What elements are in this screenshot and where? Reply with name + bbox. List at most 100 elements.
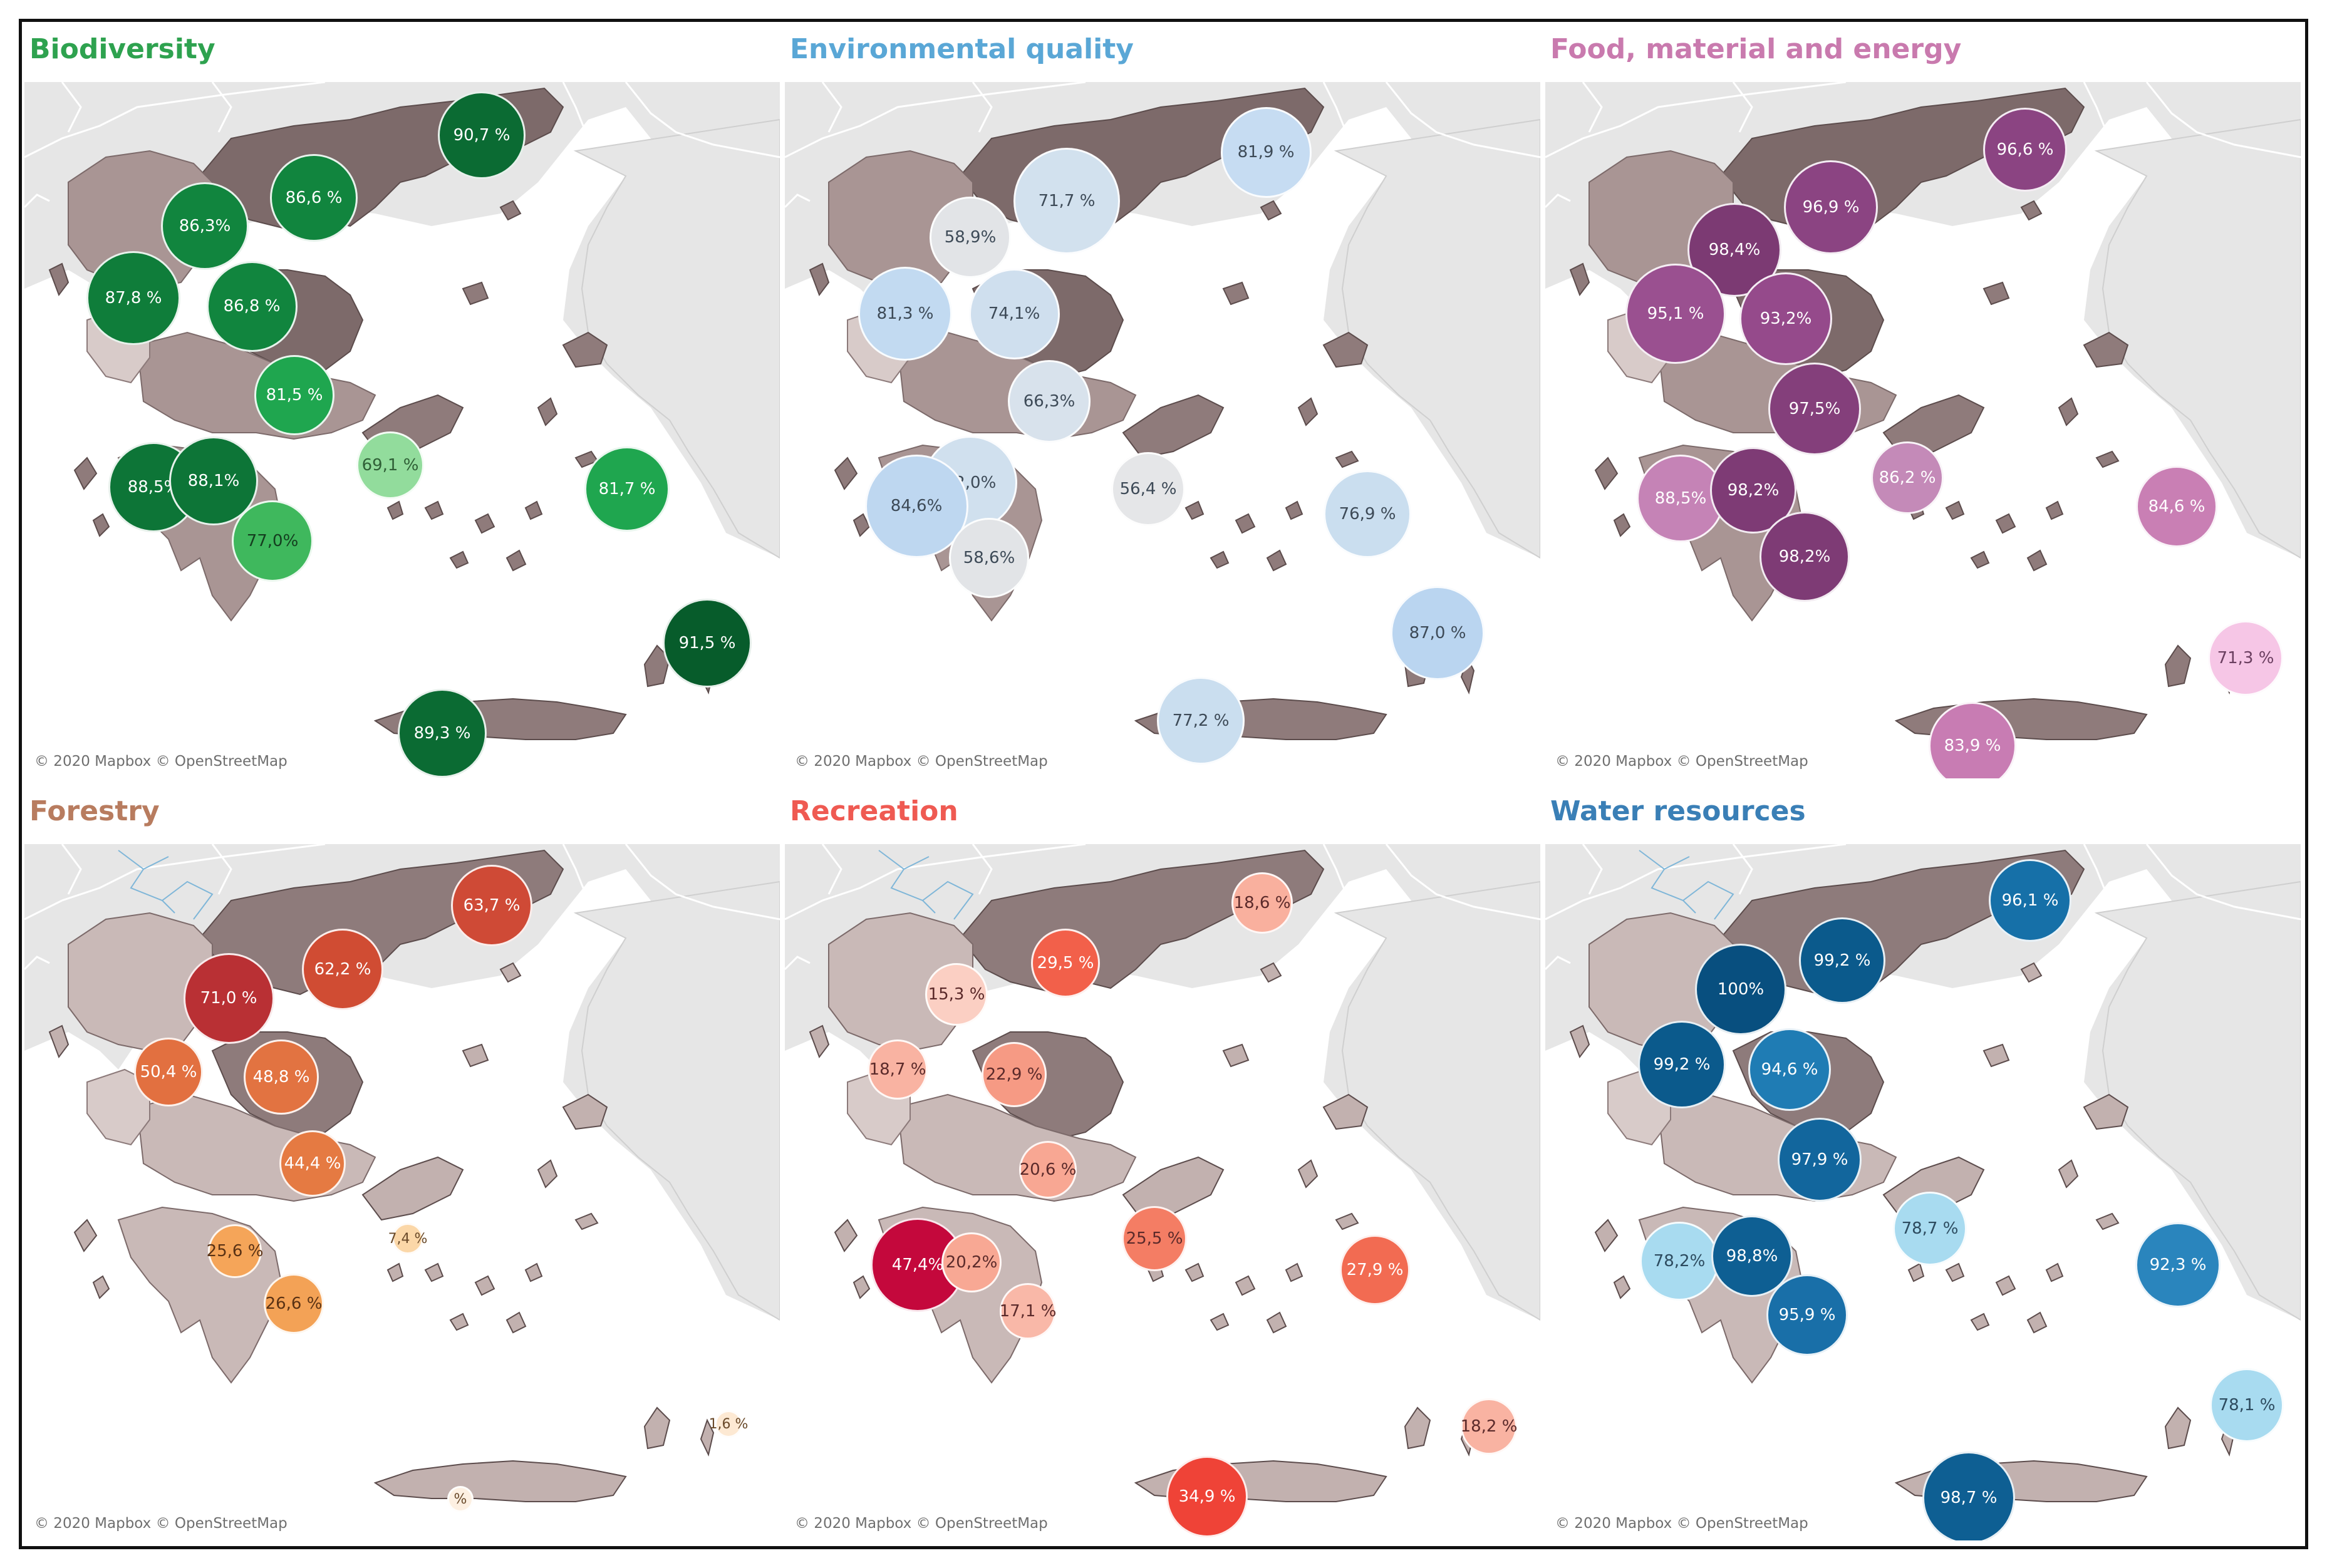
region-bubble[interactable]: 34,9 %	[1166, 1456, 1248, 1537]
region-bubble[interactable]: 20,6 %	[1019, 1141, 1077, 1199]
region-bubble[interactable]: 18,7 %	[868, 1039, 928, 1100]
island	[2164, 1406, 2192, 1450]
region-bubble[interactable]: 86,6 %	[270, 154, 358, 242]
region-bubble[interactable]: 78,1 %	[2210, 1368, 2284, 1442]
region-bubble[interactable]: 50,4 %	[134, 1038, 203, 1106]
region-bubble[interactable]: 48,8 %	[244, 1039, 319, 1115]
region-bubble[interactable]: 69,1 %	[356, 431, 424, 499]
region-bubble[interactable]: 62,2 %	[302, 929, 383, 1010]
region-bubble[interactable]: 100%	[1695, 944, 1786, 1035]
region-bubble[interactable]: 71,0 %	[183, 952, 274, 1044]
panel-water-resources: Water resources 96,1 % 99,2 % 100% 99,2 % 94…	[1543, 784, 2303, 1543]
region-bubble[interactable]: 95,9 %	[1766, 1274, 1848, 1356]
map-greece[interactable]: 96,6 % 96,9 % 98,4% 95,1 % 93,2% 97,5% 86,2 % 8…	[1545, 82, 2301, 778]
island	[1945, 500, 1965, 520]
basemap	[785, 844, 1540, 1540]
region-bubble[interactable]: 25,5 %	[1122, 1206, 1187, 1271]
region-bubble[interactable]: 77,2 %	[1157, 677, 1245, 765]
map-greece[interactable]: 81,9 % 71,7 % 58,9% 81,3 % 74,1% 66,3% 56,4 % 7…	[785, 82, 1540, 778]
island	[462, 281, 489, 306]
region-bubble[interactable]: 81,9 %	[1220, 106, 1312, 198]
region-bubble[interactable]: 71,7 %	[1013, 148, 1120, 254]
region-bubble[interactable]: 95,1 %	[1625, 264, 1726, 364]
region-bubble[interactable]: 27,9 %	[1340, 1235, 1410, 1305]
region-bubble[interactable]: 98,2%	[1760, 512, 1850, 602]
region-bubble[interactable]: 63,7 %	[451, 865, 532, 946]
region-bubble[interactable]: 84,6%	[864, 454, 968, 558]
turkey-landmass	[573, 118, 780, 559]
island	[2020, 962, 2043, 983]
region-bubble[interactable]: 18,2 %	[1461, 1398, 1517, 1455]
region-bubble[interactable]: 98,8%	[1711, 1215, 1793, 1297]
region-bubble[interactable]: 96,1 %	[1989, 859, 2071, 942]
region-bubble[interactable]: 76,9 %	[1324, 470, 1411, 558]
region-bubble[interactable]: 88,1%	[169, 436, 258, 525]
map-attribution: © 2020 Mapbox © OpenStreetMap	[1555, 753, 1808, 770]
region-bubble[interactable]: 44,4 %	[279, 1130, 346, 1197]
region-bubble[interactable]: 26,6 %	[264, 1274, 324, 1334]
region-bubble[interactable]: 20,2%	[941, 1232, 1002, 1292]
region-bubble[interactable]: 97,5%	[1768, 363, 1861, 455]
region-bubble[interactable]: 81,3 %	[858, 267, 952, 361]
country-border	[2083, 844, 2110, 901]
region-bubble[interactable]: 87,0 %	[1391, 586, 1485, 680]
country-border	[1322, 82, 1350, 139]
region-bubble[interactable]: 83,9 %	[1929, 702, 2016, 778]
country-border	[24, 956, 50, 971]
region-bubble[interactable]: 7,4 %	[388, 1223, 427, 1254]
region-bubble[interactable]: 77,0%	[232, 500, 313, 582]
region-bubble[interactable]: 99,2 %	[1638, 1021, 1726, 1108]
island	[1235, 513, 1256, 534]
region-bubble[interactable]: 84,6 %	[2136, 466, 2217, 547]
region-bubble[interactable]: 98,7 %	[1922, 1452, 2015, 1540]
region-bubble[interactable]: 87,8 %	[86, 251, 180, 345]
region-bubble[interactable]: 86,3%	[161, 182, 249, 270]
region-bubble[interactable]: 29,5 %	[1031, 929, 1100, 998]
country-border	[821, 82, 842, 133]
region-bubble[interactable]: 78,7 %	[1893, 1192, 1967, 1266]
region-bubble[interactable]: 97,9 %	[1778, 1118, 1862, 1202]
map-greece[interactable]: 63,7 % 62,2 % 71,0 % 50,4 % 48,8 % 44,4 % 25,6…	[24, 844, 780, 1540]
region-bubble[interactable]: 99,2 %	[1799, 917, 1885, 1004]
region-bubble[interactable]: 1,6 %	[709, 1410, 748, 1438]
region-bubble[interactable]: 94,6 %	[1748, 1028, 1831, 1111]
region-bubble[interactable]: 93,2%	[1739, 272, 1832, 365]
region-bubble[interactable]: 81,7 %	[584, 446, 670, 532]
island	[2058, 397, 2079, 426]
region-bubble[interactable]: 56,4 %	[1111, 452, 1185, 526]
region-bubble[interactable]: 96,9 %	[1784, 160, 1878, 254]
region-bubble[interactable]: 78,2%	[1640, 1222, 1719, 1301]
island	[449, 550, 469, 569]
country-border	[1545, 82, 1847, 158]
region-bubble[interactable]: 18,6 %	[1231, 872, 1293, 934]
island	[1260, 200, 1282, 221]
region-bubble[interactable]: 96,6 %	[1983, 108, 2067, 192]
region-bubble[interactable]: 17,1 %	[1000, 1283, 1056, 1339]
region-bubble[interactable]: 90,7 %	[438, 91, 526, 179]
region-bubble[interactable]: 81,5 %	[254, 355, 334, 435]
region-bubble[interactable]: 15,3 %	[925, 963, 988, 1026]
region-bubble[interactable]: 66,3%	[1008, 360, 1091, 443]
island	[809, 1024, 830, 1059]
map-greece[interactable]: 90,7 % 86,6 % 86,3% 87,8 % 86,8 % 81,5 % 69,1 …	[24, 82, 780, 778]
map-greece[interactable]: 18,6 % 29,5 % 15,3 % 18,7 % 22,9 % 20,6 % 47,4…	[785, 844, 1540, 1540]
basemap	[24, 82, 780, 778]
region-bubble[interactable]: 25,6 %	[207, 1224, 263, 1278]
region-bubble[interactable]: 86,8 %	[206, 260, 298, 352]
region-bubble[interactable]: 88,5%	[1637, 455, 1724, 542]
map-greece[interactable]: 96,1 % 99,2 % 100% 99,2 % 94,6 % 97,9 % 78,7 %…	[1545, 844, 2301, 1540]
country-border	[821, 844, 842, 895]
region-bubble[interactable]: 74,1%	[968, 268, 1060, 359]
region-bubble[interactable]: 89,3 %	[398, 689, 487, 778]
region-bubble[interactable]: 91,5 %	[663, 599, 752, 688]
region-bubble[interactable]: 58,9%	[930, 197, 1011, 278]
country-border	[1582, 844, 1603, 895]
region-bubble[interactable]: 58,6%	[949, 518, 1029, 598]
region-bubble[interactable]: 71,3 %	[2208, 621, 2283, 696]
region-bubble[interactable]: 92,3 %	[2135, 1222, 2221, 1308]
region-bubble[interactable]: 86,2 %	[1871, 441, 1944, 514]
turkey-landmass	[1334, 118, 1540, 559]
region-bubble[interactable]: %	[447, 1486, 474, 1512]
island	[2026, 549, 2048, 572]
region-bubble[interactable]: 22,9 %	[982, 1042, 1047, 1107]
